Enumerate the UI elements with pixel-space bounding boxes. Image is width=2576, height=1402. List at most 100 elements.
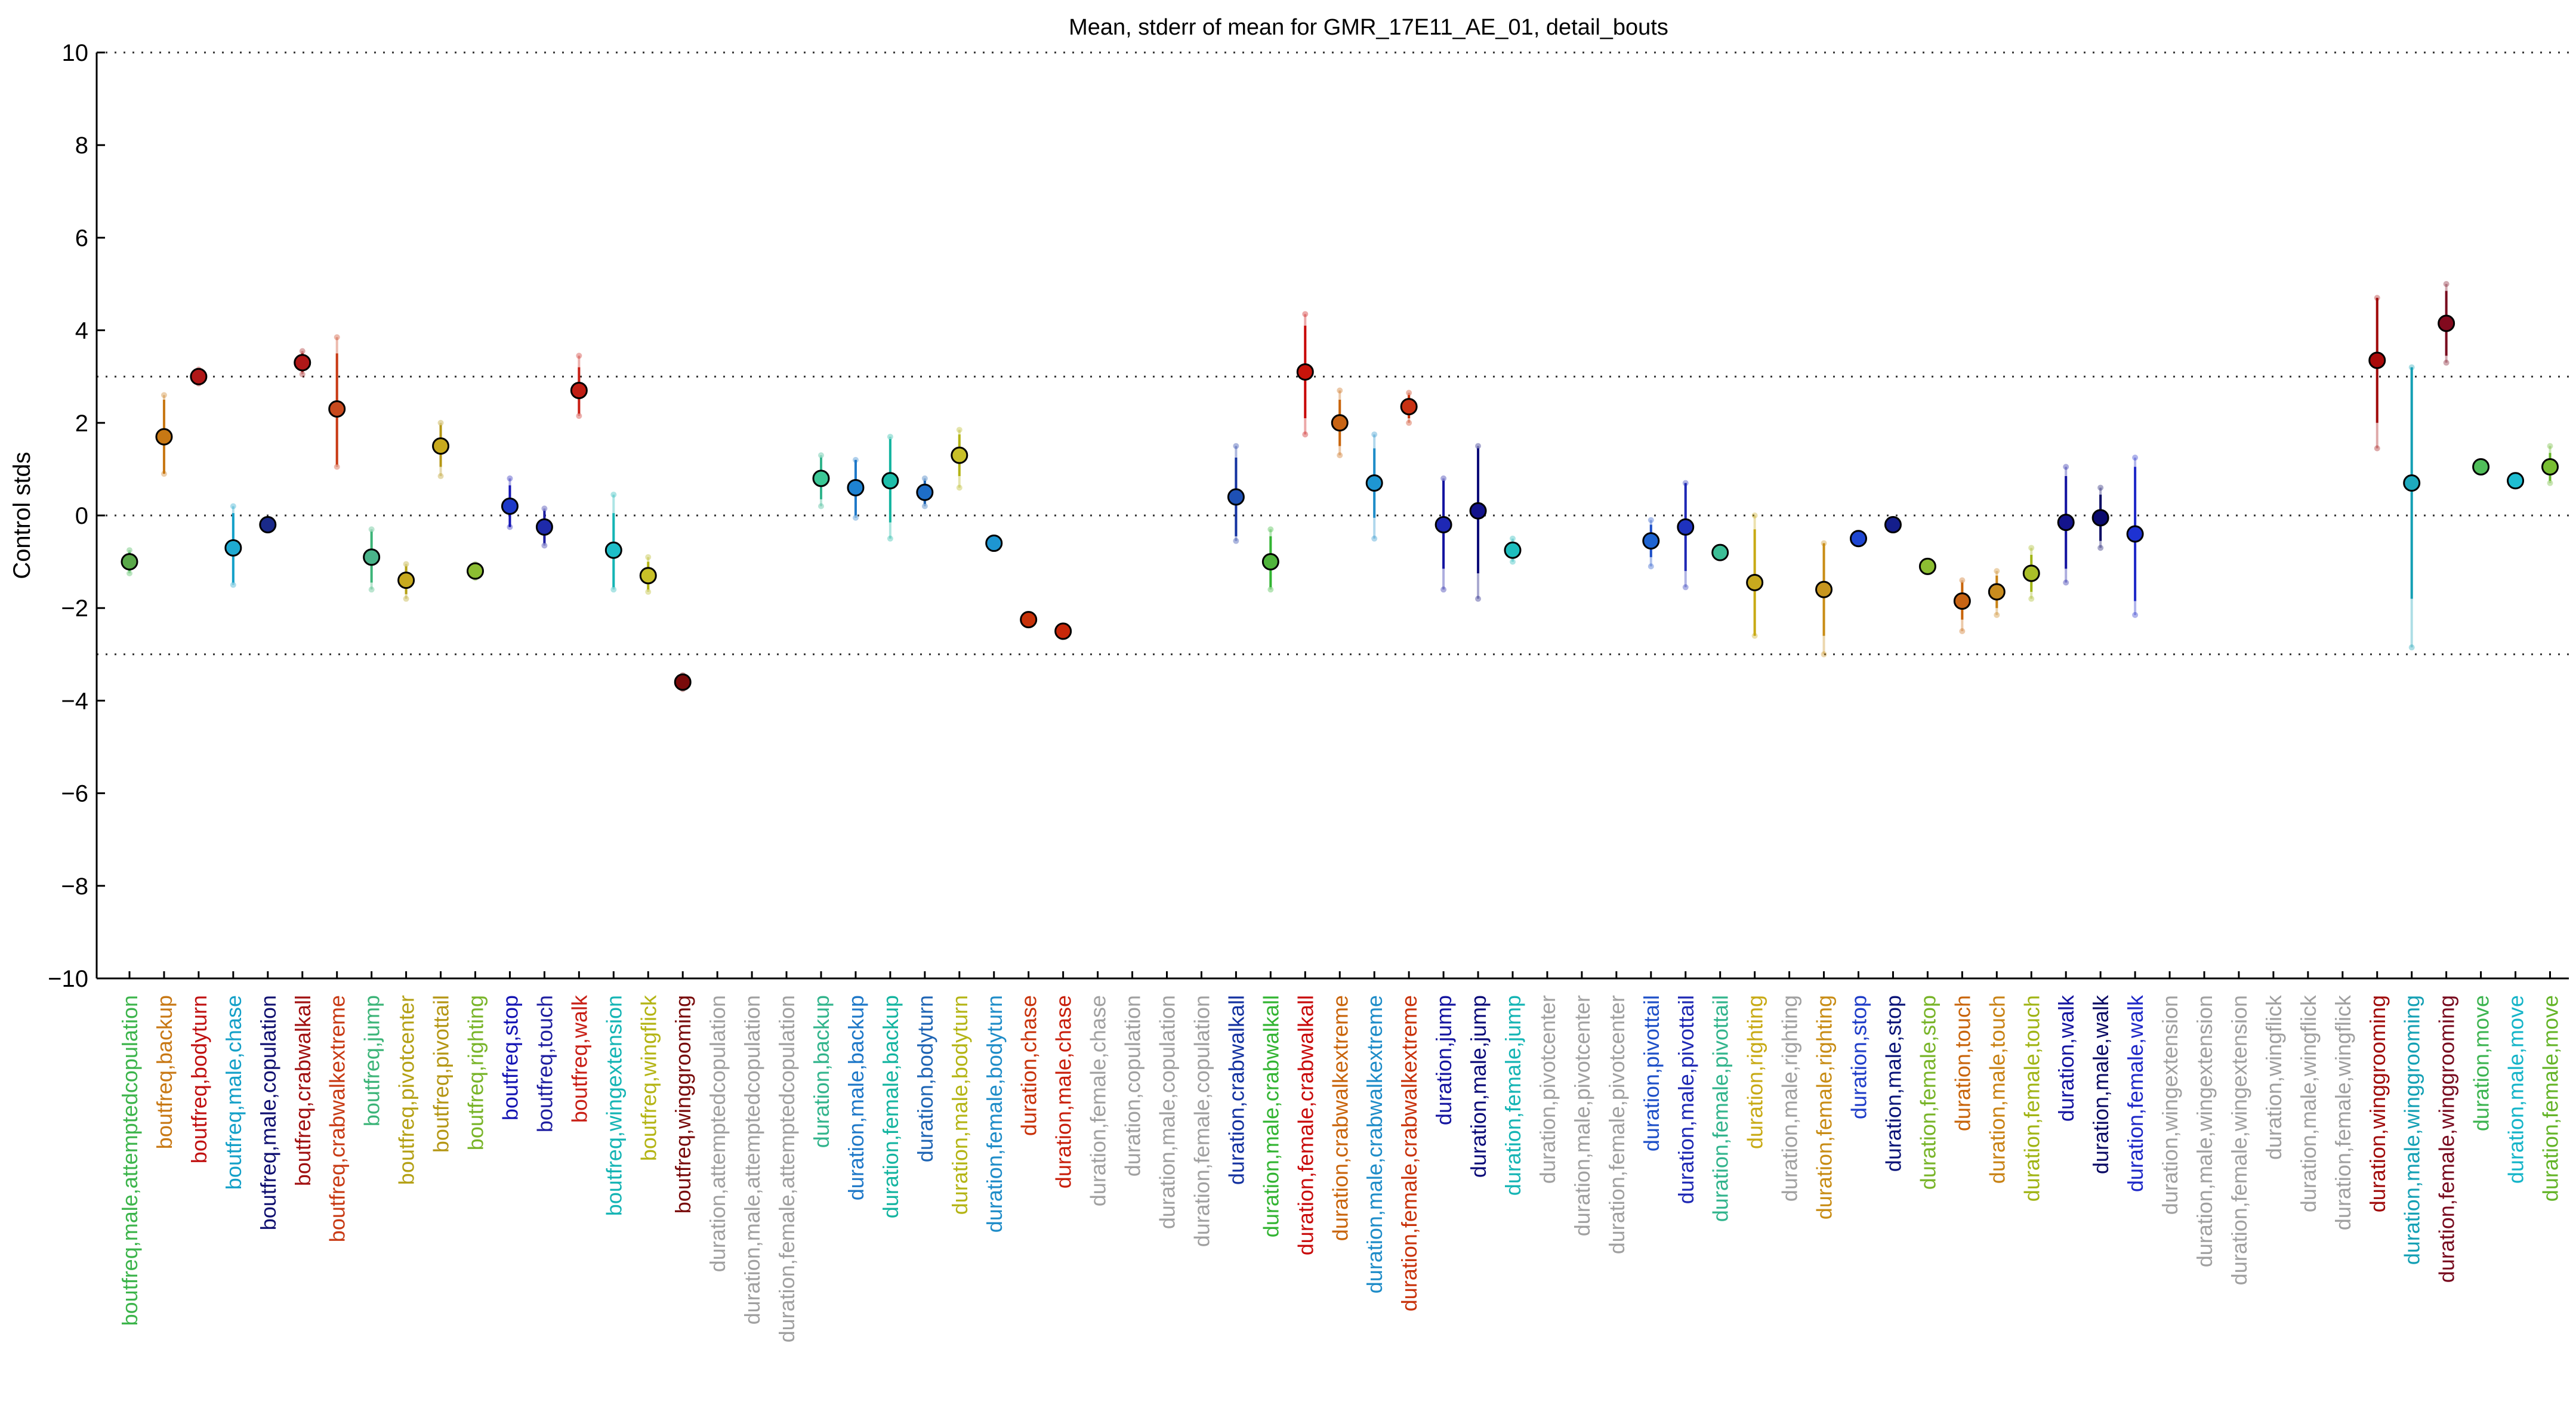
mean-marker (639, 567, 657, 585)
range-end-low (403, 595, 409, 602)
y-tick-label: 4 (75, 318, 88, 344)
mean-marker (812, 470, 830, 487)
data-point-group (1988, 568, 2006, 618)
x-tick-label: duration,male,bodyturn (948, 995, 972, 1215)
y-tick-label: 6 (75, 225, 88, 251)
data-point-group (1504, 535, 1522, 565)
mean-marker (570, 381, 588, 399)
range-end-high (921, 475, 928, 481)
data-point-group (1850, 530, 1867, 548)
range-end-low (2132, 612, 2139, 618)
range-end-low (127, 570, 132, 576)
x-tick-label: duration,female,wingflick (2331, 995, 2355, 1230)
data-point-group (328, 334, 346, 470)
data-point-group (2368, 295, 2386, 452)
range-end-high (1475, 443, 1482, 449)
range-end-high (2063, 464, 2069, 470)
x-tick-label: duration,male,move (2504, 995, 2528, 1184)
x-tick-label: duration,male,jump (1466, 995, 1491, 1178)
data-point-group (1296, 311, 1314, 438)
data-point-group (1261, 526, 1279, 593)
range-end-low (2063, 579, 2069, 586)
data-point-group (2507, 472, 2525, 490)
x-tick-label: duration,male,pivottail (1674, 995, 1698, 1204)
mean-marker (363, 548, 381, 566)
x-tick-label: duration,walk (2054, 995, 2078, 1122)
x-tick-label: duration,female,righting (1812, 995, 1837, 1219)
mean-marker (328, 400, 346, 418)
mean-marker (916, 483, 934, 501)
mean-marker (1677, 518, 1695, 536)
data-point-group (2057, 464, 2075, 586)
y-tick-label: 2 (75, 410, 88, 437)
range-end-high (1648, 517, 1654, 523)
range-end-high (2443, 281, 2449, 287)
range-end-high (1510, 535, 1516, 542)
y-axis-ticks: 10 8 6 4 2 0 −2 −4 −6 −8 −10 (48, 40, 105, 992)
data-point-group (224, 503, 242, 588)
data-point-group (397, 561, 415, 602)
x-tick-label: boutfreq,touch (532, 995, 557, 1132)
x-tick-label: duration,male,wingflick (2296, 995, 2321, 1212)
x-tick-label: duration,male,wingextension (2192, 995, 2217, 1267)
x-tick-label: duration,pivottail (1639, 995, 1664, 1151)
range-end-high (818, 452, 824, 459)
chart-title: Mean, stderr of mean for GMR_17E11_AE_01… (1069, 15, 1668, 40)
x-tick-label: duration,male,attemptedcopulation (740, 995, 764, 1324)
range-end-low (541, 542, 548, 549)
range-end-low (2408, 644, 2415, 651)
data-point-group (2541, 443, 2559, 486)
x-tick-label: duration,backup (809, 995, 834, 1148)
x-tick-label: boutfreq,wingflick (636, 995, 661, 1161)
mean-marker (190, 368, 208, 385)
range-end-low (299, 371, 306, 378)
x-tick-label: duration,male,chase (1051, 995, 1076, 1188)
range-end-high (403, 561, 409, 567)
x-tick-label: boutfreq,pivottail (429, 995, 454, 1153)
range-end-low (368, 586, 375, 593)
range-end-high (2028, 545, 2035, 551)
data-point-group (1953, 577, 1971, 634)
range-end-low (230, 582, 236, 588)
data-point-group (2438, 281, 2455, 366)
mean-marker (1261, 553, 1279, 571)
mean-marker (1365, 474, 1383, 492)
x-tick-label: duration,crabwalkall (1224, 995, 1248, 1185)
x-tick-label: boutfreq,walk (567, 995, 591, 1123)
mean-marker (2022, 564, 2040, 582)
mean-marker (1054, 622, 1072, 640)
x-tick-label: duration,female,crabwalkextreme (1397, 995, 1421, 1311)
mean-marker (1711, 543, 1729, 561)
range-end-low (1406, 419, 1412, 426)
range-end-low (1302, 431, 1309, 438)
mean-marker (1746, 574, 1764, 592)
range-end-low (887, 535, 893, 542)
data-point-group (639, 554, 657, 595)
range-end-low (334, 464, 340, 470)
y-tick-label: −8 (61, 873, 88, 900)
data-point-group (1918, 557, 1936, 575)
range-end-low (1371, 535, 1378, 542)
mean-marker (224, 539, 242, 557)
x-tick-label: duration,female,jump (1501, 995, 1525, 1196)
x-tick-label: boutfreq,winggrooming (671, 995, 695, 1213)
data-point-group (1469, 443, 1487, 602)
x-tick-label: boutfreq,bodyturn (187, 995, 211, 1163)
range-end-high (230, 503, 236, 509)
mean-marker (1918, 557, 1936, 575)
range-end-high (1267, 526, 1274, 533)
data-point-group (1365, 431, 1383, 542)
data-point-group (1746, 512, 1764, 639)
range-end-high (1751, 512, 1758, 518)
x-tick-label: boutfreq,jump (360, 995, 384, 1126)
mean-marker (467, 562, 484, 580)
y-tick-label: −4 (61, 688, 88, 714)
x-tick-label: duration,male,pivotcenter (1570, 995, 1594, 1236)
mean-marker (1331, 414, 1349, 432)
x-tick-label: boutfreq,male,copulation (256, 995, 280, 1230)
range-end-high (887, 434, 893, 440)
range-end-high (334, 334, 340, 341)
x-tick-label: duration,female,pivotcenter (1605, 995, 1629, 1254)
range-end-low (610, 586, 617, 593)
